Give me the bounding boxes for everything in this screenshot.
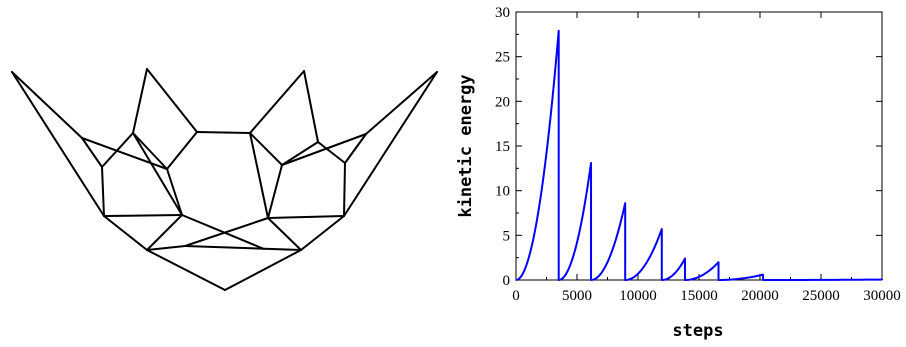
wireframe-mesh — [11, 68, 438, 291]
mesh-edge — [196, 131, 251, 134]
x-tick-label: 10000 — [619, 288, 657, 304]
mesh-edge — [365, 71, 438, 135]
plot-frame — [515, 11, 883, 281]
y-tick-label: 30 — [495, 5, 510, 21]
mesh-edge — [303, 70, 319, 143]
mesh-edge — [103, 214, 183, 217]
mesh-edge — [101, 166, 105, 217]
mesh-edge — [132, 68, 148, 134]
mesh-edge — [81, 137, 168, 170]
mesh-edge — [166, 168, 183, 216]
mesh-edge — [146, 249, 226, 291]
mesh-edge — [101, 132, 134, 168]
x-tick-label: 15000 — [680, 288, 718, 304]
mesh-edge — [300, 215, 345, 251]
y-tick-label: 15 — [495, 139, 510, 155]
mesh-edge — [267, 164, 283, 219]
mesh-edge — [184, 245, 302, 251]
mesh-edge — [11, 71, 105, 217]
mesh-edge — [344, 133, 367, 164]
y-tick-label: 20 — [495, 94, 510, 110]
mesh-edge — [343, 162, 346, 217]
mesh-edge — [281, 141, 319, 166]
mesh-edge — [132, 132, 183, 216]
mesh-edge — [249, 132, 269, 219]
mesh-edge — [146, 68, 198, 133]
mesh-edge — [132, 132, 168, 170]
mesh-edge — [11, 71, 83, 139]
mesh-edge — [81, 137, 103, 168]
mesh-edge — [317, 141, 346, 164]
x-tick-label: 30000 — [863, 288, 901, 304]
mesh-edge — [184, 217, 269, 247]
mesh-edge — [166, 131, 198, 170]
x-tick-label: 0 — [512, 288, 520, 304]
x-tick-label: 20000 — [741, 288, 779, 304]
x-axis-title: steps — [672, 321, 723, 341]
x-tick-label: 5000 — [562, 288, 592, 304]
mesh-edge — [146, 214, 183, 251]
kinetic-energy-chart: 0 5000 10000 15000 20000 25000 30000 0 5 10 15 20 25… — [456, 5, 901, 341]
mesh-edge — [343, 71, 438, 217]
mesh-edge — [146, 245, 186, 251]
mesh-edge — [224, 249, 302, 291]
mesh-edge — [103, 215, 148, 251]
kinetic-energy-series-line — [515, 29, 883, 281]
y-tick-label: 0 — [503, 273, 511, 289]
mesh-edge — [249, 70, 305, 134]
x-tick-label: 25000 — [802, 288, 840, 304]
mesh-edge — [267, 215, 345, 219]
y-tick-label: 25 — [495, 50, 510, 66]
mesh-edge — [249, 132, 283, 166]
y-tick-label: 5 — [503, 228, 511, 244]
y-axis-title: kinetic energy — [456, 74, 476, 217]
mesh-edge — [267, 217, 302, 251]
mesh-edge — [281, 133, 367, 166]
mesh-edge — [181, 214, 265, 250]
y-tick-label: 10 — [495, 184, 510, 200]
plot-area: 0 5000 10000 15000 20000 25000 30000 0 5 10 15 20 25… — [495, 5, 901, 304]
